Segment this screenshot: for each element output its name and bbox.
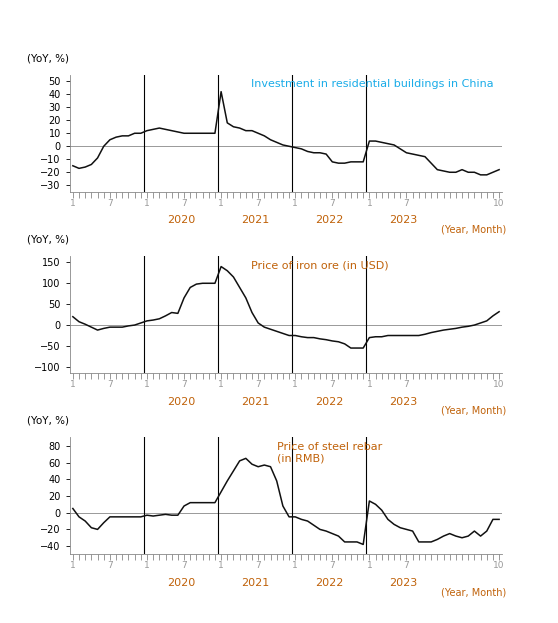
- Text: 2020: 2020: [167, 215, 195, 225]
- Text: 2020: 2020: [167, 578, 195, 588]
- Text: (Year, Month): (Year, Month): [441, 587, 507, 597]
- Text: 2022: 2022: [315, 396, 343, 407]
- Text: Investment in residential buildings in China: Investment in residential buildings in C…: [251, 80, 494, 90]
- Text: 2022: 2022: [315, 578, 343, 588]
- Text: (Year, Month): (Year, Month): [441, 406, 507, 416]
- Text: 2021: 2021: [241, 396, 269, 407]
- Text: (Year, Month): (Year, Month): [441, 224, 507, 234]
- Text: 2021: 2021: [241, 215, 269, 225]
- Text: 2023: 2023: [389, 215, 417, 225]
- Text: 2022: 2022: [315, 215, 343, 225]
- Text: Price of steel rebar
(in RMB): Price of steel rebar (in RMB): [277, 442, 383, 464]
- Text: 2023: 2023: [389, 578, 417, 588]
- Text: (YoY, %): (YoY, %): [26, 53, 69, 63]
- Text: 2023: 2023: [389, 396, 417, 407]
- Text: 2021: 2021: [241, 578, 269, 588]
- Text: (YoY, %): (YoY, %): [26, 234, 69, 244]
- Text: 2020: 2020: [167, 396, 195, 407]
- Text: (YoY, %): (YoY, %): [26, 416, 69, 426]
- Text: Price of iron ore (in USD): Price of iron ore (in USD): [251, 261, 389, 271]
